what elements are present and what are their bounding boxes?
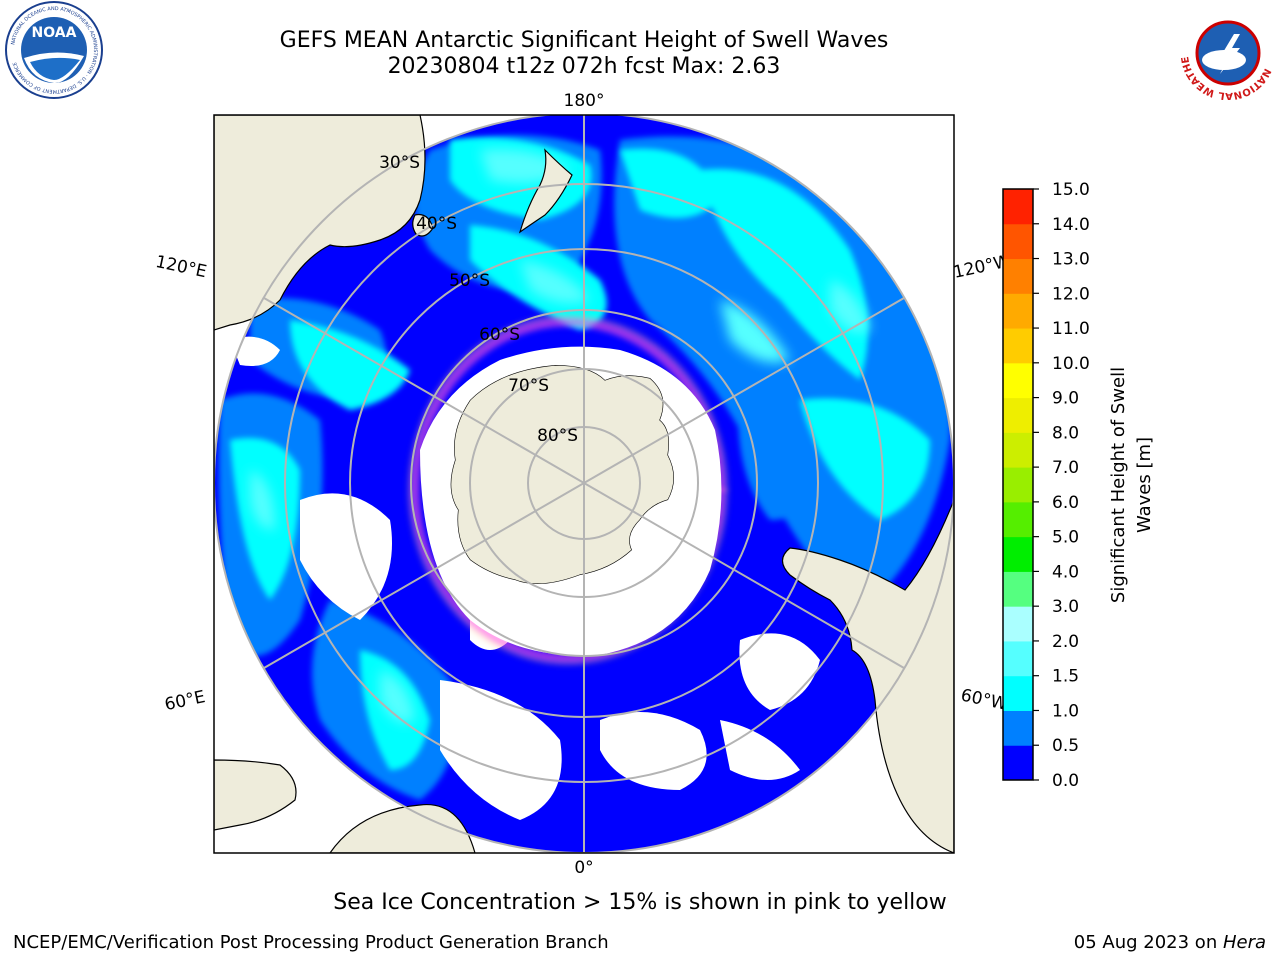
lon-label-120e: 120°E [154, 252, 209, 282]
colorbar-tick-label: 11.0 [1052, 319, 1090, 339]
chart-title: GEFS MEAN Antarctic Significant Height o… [279, 28, 889, 53]
land-masses [214, 115, 954, 853]
colorbar-segment [1003, 640, 1033, 677]
colorbar-segment [1003, 710, 1033, 746]
graticule [214, 115, 954, 853]
lat-label-70s: 70°S [508, 376, 549, 396]
colorbar: 0.0 0.5 1.0 1.5 2.0 3.0 4.0 5.0 6.0 7.0 8.0 9.0 10.0… [1002, 180, 1090, 791]
colorbar-segment [1003, 571, 1033, 607]
colorbar-tick-label: 0.0 [1052, 771, 1079, 791]
colorbar-tick-label: 10.0 [1052, 354, 1090, 374]
colorbar-segment [1003, 432, 1033, 468]
lon-label-60w: 60°W [959, 685, 1009, 714]
lat-label-40s: 40°S [416, 214, 457, 234]
colorbar-label-line1: Significant Height of Swell [1108, 367, 1129, 603]
lat-label-80s: 80°S [537, 426, 578, 446]
nws-logo: NATIONAL WEATHER SERVICE [1178, 6, 1274, 100]
colorbar-tick-label: 2.0 [1052, 632, 1079, 652]
footer-date-text: 05 Aug 2023 on [1073, 932, 1223, 953]
colorbar-segment [1003, 223, 1033, 260]
colorbar-tick-label: 6.0 [1052, 493, 1079, 513]
colorbar-segment [1003, 536, 1033, 572]
colorbar-tick-label: 9.0 [1052, 389, 1079, 409]
footer-machine: Hera [1222, 932, 1266, 953]
lat-label-50s: 50°S [449, 271, 490, 291]
chart-subtitle: 20230804 t12z 072h fcst Max: 2.63 [387, 54, 781, 79]
footer-date: 05 Aug 2023 on Hera [1074, 932, 1266, 953]
colorbar-tick-label: 13.0 [1052, 250, 1090, 270]
colorbar-segment [1003, 293, 1033, 329]
colorbar-tick-label: 3.0 [1052, 597, 1079, 617]
colorbar-tick-label: 5.0 [1052, 528, 1079, 548]
colorbar-tick-label: 1.0 [1052, 701, 1079, 721]
colorbar-segment [1003, 189, 1033, 225]
colorbar-tick-label: 1.5 [1052, 667, 1079, 687]
colorbar-segment [1003, 467, 1033, 503]
colorbar-tick-label: 8.0 [1052, 423, 1079, 443]
colorbar-segment [1003, 258, 1033, 294]
map-frame [213, 114, 955, 854]
lat-label-60s: 60°S [479, 325, 520, 345]
lon-label-60e: 60°E [163, 687, 207, 715]
colorbar-label-line2: Waves [m] [1134, 437, 1155, 533]
noaa-logo-text: NOAA [32, 25, 77, 41]
lon-label-180: 180° [564, 91, 605, 111]
colorbar-tick-label: 14.0 [1052, 215, 1090, 235]
colorbar-frame [1002, 188, 1034, 781]
footer-credit: NCEP/EMC/Verification Post Processing Pr… [13, 932, 609, 953]
lon-label-0: 0° [574, 858, 593, 878]
colorbar-segment [1003, 606, 1033, 642]
colorbar-tick-label: 4.0 [1052, 562, 1079, 582]
colorbar-tick-label: 0.5 [1052, 736, 1079, 756]
noaa-logo: NOAA NATIONAL OCEANIC AND ATMOSPHERIC AD… [5, 1, 103, 99]
lat-label-30s: 30°S [379, 153, 420, 173]
colorbar-tick-label: 12.0 [1052, 284, 1090, 304]
colorbar-tick-label: 7.0 [1052, 458, 1079, 478]
colorbar-segment [1003, 675, 1033, 711]
colorbar-segment [1003, 362, 1033, 399]
colorbar-segment [1003, 745, 1033, 781]
sea-ice-note: Sea Ice Concentration > 15% is shown in … [333, 890, 947, 915]
colorbar-segment [1003, 397, 1033, 433]
colorbar-tick-label: 15.0 [1052, 180, 1090, 200]
colorbar-segment [1003, 501, 1033, 538]
colorbar-segment [1003, 328, 1033, 364]
